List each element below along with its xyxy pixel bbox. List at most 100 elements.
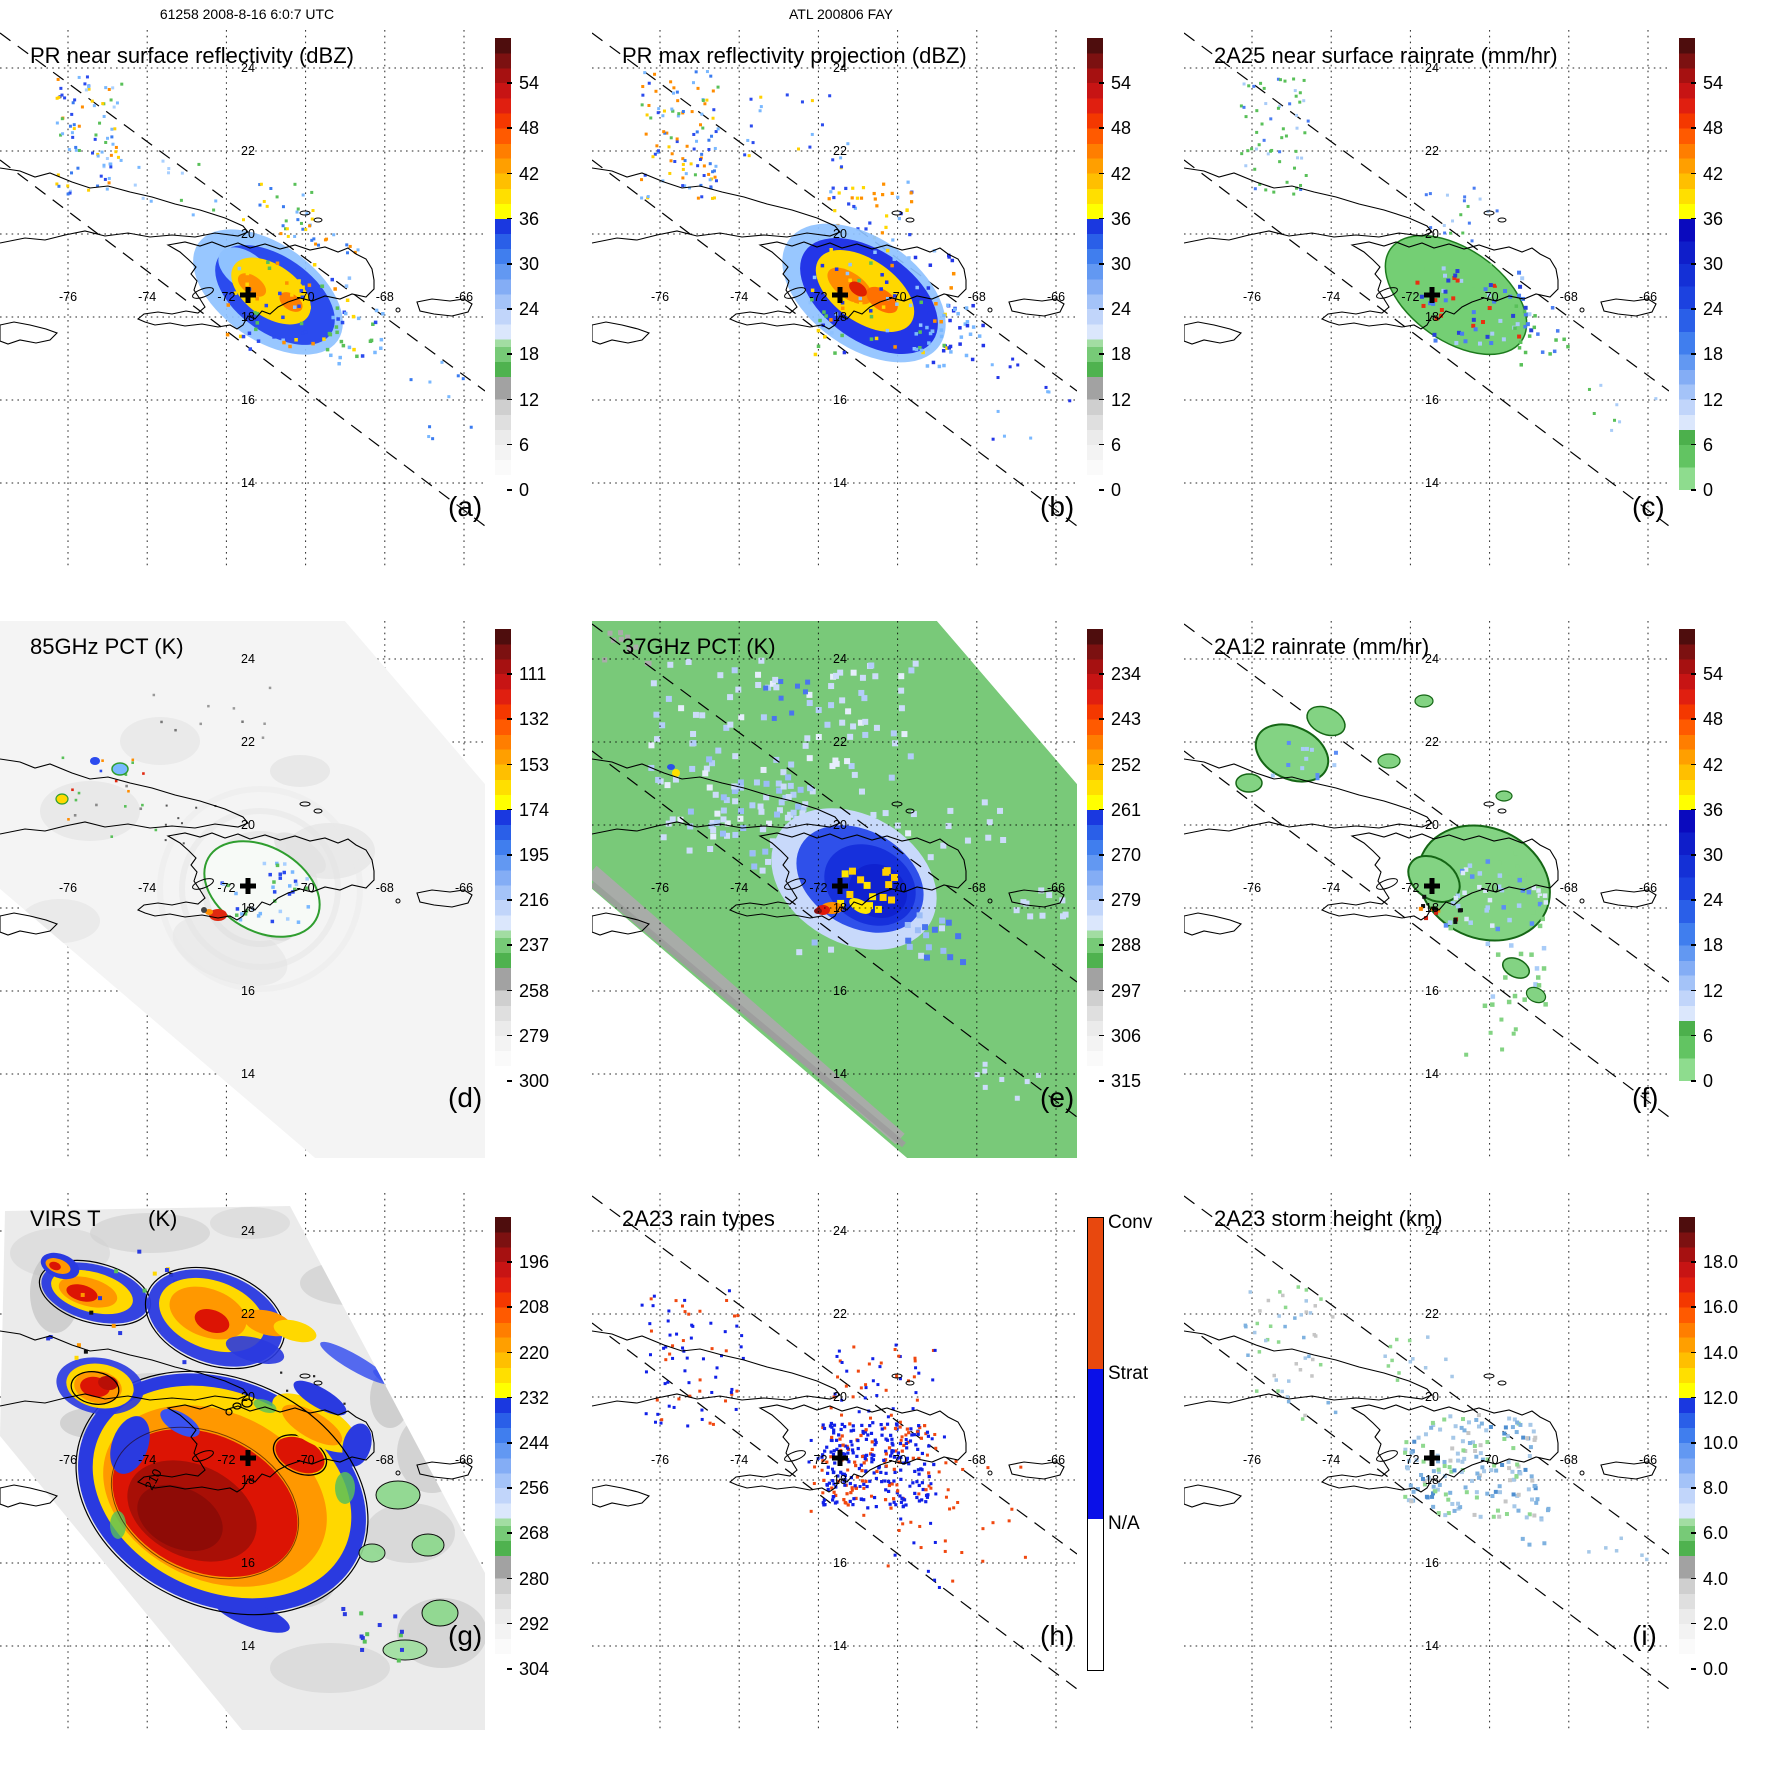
svg-text:18: 18 <box>1425 901 1439 915</box>
colorbar-tick-label: 6.0 <box>1703 1523 1729 1544</box>
data-speckles <box>1418 894 1463 924</box>
svg-text:-74: -74 <box>1322 1453 1340 1467</box>
data-speckles <box>904 912 967 966</box>
svg-text:-72: -72 <box>217 881 235 895</box>
colorbar-tick-label: 8.0 <box>1703 1478 1729 1499</box>
colorbar-tick-label: 6 <box>519 434 530 455</box>
panel-letter: (a) <box>448 491 482 522</box>
svg-text:18: 18 <box>1425 1473 1439 1487</box>
panel-title: PR max reflectivity projection (dBZ) <box>622 43 967 68</box>
colorbar-tick-label: 0 <box>1703 1071 1714 1091</box>
colorbar-tick-label: 256 <box>519 1478 550 1499</box>
data-speckles <box>1403 1413 1538 1519</box>
svg-text:-68: -68 <box>1560 1453 1578 1467</box>
data-speckles <box>914 303 986 369</box>
colorbar-tick-label: 16.0 <box>1703 1297 1739 1318</box>
data-speckles <box>409 360 473 441</box>
svg-text:-68: -68 <box>1560 290 1578 304</box>
coastlines <box>592 1330 1065 1508</box>
colorbar-tick-label: 0.0 <box>1703 1659 1729 1679</box>
svg-text:-74: -74 <box>1322 290 1340 304</box>
swath-edge-lines <box>592 623 1077 1118</box>
colorbar-tick-label: 18.0 <box>1703 1252 1739 1273</box>
svg-text:20: 20 <box>241 227 255 241</box>
svg-text:-68: -68 <box>376 881 394 895</box>
colorbar-tick-label: 24 <box>1703 299 1724 320</box>
data-speckles <box>820 1421 931 1510</box>
colorbar-tick-label: 300 <box>519 1071 550 1091</box>
data-speckles <box>55 75 124 196</box>
grid <box>592 30 1077 567</box>
svg-text:16: 16 <box>1425 393 1439 407</box>
svg-text:-72: -72 <box>1401 881 1419 895</box>
map-d: -76 -74 -72 -70 -68 -66 24 22 20 18 16 14 (d) 85GHz P… <box>0 621 485 1158</box>
grid <box>592 621 1077 1158</box>
svg-text:16: 16 <box>241 1556 255 1570</box>
svg-text:20: 20 <box>833 227 847 241</box>
colorbar-tick-label: 10.0 <box>1703 1433 1739 1453</box>
data-speckles <box>827 180 914 242</box>
svg-text:-74: -74 <box>138 881 156 895</box>
data-speckles <box>886 1529 955 1589</box>
storm-id-header: ATL 200806 FAY <box>788 6 894 22</box>
colorbar-tick-label: 6 <box>1703 434 1714 455</box>
data-speckles <box>1243 1285 1338 1421</box>
svg-text:-76: -76 <box>1243 290 1261 304</box>
axis-labels: -76 -74 -72 -70 -68 -66 24 22 20 18 16 14 <box>59 1224 473 1653</box>
colorbar-tick-label: 42 <box>1703 754 1724 775</box>
data-speckles <box>152 686 272 739</box>
panel-e: -76 -74 -72 -70 -68 -66 24 22 20 18 16 14 (e) 37GHz P… <box>592 621 1177 1181</box>
svg-text:24: 24 <box>833 1224 847 1238</box>
colorbar-tick-label: 304 <box>519 1659 550 1679</box>
colorbar-tick-label: 24 <box>519 299 540 320</box>
svg-text:-72: -72 <box>1401 290 1419 304</box>
svg-text:-66: -66 <box>1639 881 1657 895</box>
colorbar-tick-label: 54 <box>1111 73 1132 94</box>
colorbar-tick-label: 30 <box>1703 254 1724 274</box>
panel-title: 2A12 rainrate (mm/hr) <box>1214 634 1429 659</box>
data-speckles <box>1464 1017 1518 1057</box>
svg-text:-76: -76 <box>651 290 669 304</box>
svg-text:20: 20 <box>241 818 255 832</box>
svg-text:18: 18 <box>833 901 847 915</box>
svg-text:-70: -70 <box>889 1453 907 1467</box>
svg-text:14: 14 <box>1425 476 1439 490</box>
colorbar-tick-label: 18 <box>1703 344 1724 365</box>
data-speckles <box>133 159 218 217</box>
colorbar-tick-label: 208 <box>519 1297 550 1318</box>
colorbar-tick-label: 153 <box>519 754 550 775</box>
svg-text:-66: -66 <box>1047 881 1065 895</box>
colorbar-tick-label: 234 <box>1111 664 1142 685</box>
grid <box>1184 621 1669 1158</box>
raster-swath <box>592 621 1077 1158</box>
svg-text:14: 14 <box>1425 1639 1439 1653</box>
colorbar-tick-label: 12 <box>1111 389 1132 410</box>
swath-edge-lines <box>592 1195 1077 1690</box>
colorbar-tick-label: 237 <box>519 935 550 956</box>
colorbar-tick-label: 220 <box>519 1342 550 1363</box>
map-b: -76 -74 -72 -70 -68 -66 24 22 20 18 16 14 (b) PR max … <box>592 30 1077 567</box>
colorbar-tick-label: 6 <box>1703 1025 1714 1046</box>
panel-h: -76 -74 -72 -70 -68 -66 24 22 20 18 16 14 (h) 2A23 ra… <box>592 1193 1177 1753</box>
svg-text:-70: -70 <box>889 881 907 895</box>
storm-center-cross <box>240 287 256 303</box>
data-speckles <box>640 70 720 200</box>
coastlines <box>0 167 473 345</box>
panel-letter: (i) <box>1632 1620 1657 1651</box>
svg-text:-76: -76 <box>59 881 77 895</box>
data-speckles <box>743 93 850 170</box>
svg-text:22: 22 <box>241 1307 255 1321</box>
colorbar-tick-label: 292 <box>519 1613 550 1634</box>
svg-text:16: 16 <box>1425 1556 1439 1570</box>
data-speckles <box>1415 263 1534 346</box>
data-speckles <box>1443 850 1549 932</box>
svg-text:-68: -68 <box>968 290 986 304</box>
svg-text:PR max reflectivity projection: PR max reflectivity projection (dBZ) <box>622 43 967 68</box>
axis-labels: -76 -74 -72 -70 -68 -66 24 22 20 18 16 14 <box>1243 652 1657 1081</box>
svg-text:-72: -72 <box>217 290 235 304</box>
colorbar-tick-label: 36 <box>1703 208 1724 229</box>
map-a: -76 -74 -72 -70 -68 -66 24 22 20 18 16 14 (a) PR near… <box>0 30 485 567</box>
svg-text:-66: -66 <box>455 1453 473 1467</box>
colorbar-tick-label: 36 <box>519 208 540 229</box>
